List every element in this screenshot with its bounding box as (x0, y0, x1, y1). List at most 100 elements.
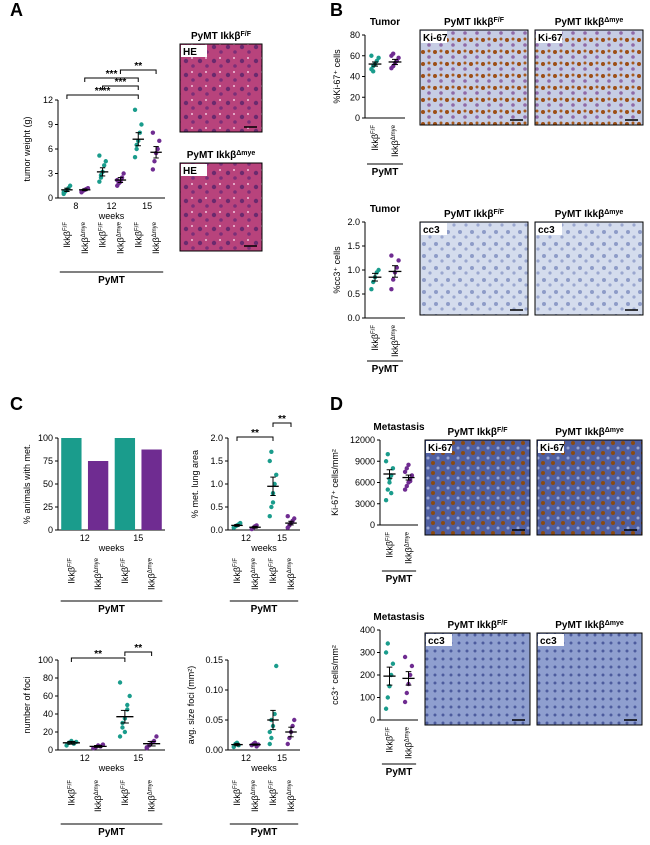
group-label-main: Ikkβ (62, 231, 72, 248)
data-point (97, 153, 102, 158)
sem-bar (147, 740, 156, 747)
data-point (157, 138, 162, 144)
micrograph (424, 632, 531, 726)
group-label-sup: F/F (67, 780, 73, 789)
group-axis-label: PyMT (372, 167, 399, 178)
data-point (385, 695, 390, 700)
group-label-sup: F/F (371, 325, 377, 334)
data-point (385, 451, 390, 457)
data-point (67, 183, 73, 188)
micrograph-title-sup: Δmye (605, 427, 624, 434)
significance-bracket (124, 651, 153, 656)
group-label-sup: F/F (99, 222, 105, 231)
significance-bracket (119, 69, 157, 74)
data-point (274, 472, 279, 477)
data-point (267, 741, 272, 747)
group-label-sup: F/F (134, 222, 140, 231)
group-label-sup: Δmye (391, 124, 397, 140)
group-label-main: Ikkβ (232, 567, 242, 584)
sem-bar (120, 709, 129, 724)
group-label-main: Ikkβ (151, 237, 161, 254)
group-label-main: Ikkβ (390, 340, 400, 357)
y-tick-label: 0 (370, 715, 375, 725)
group-label-main: Ikkβ (390, 140, 400, 157)
significance-label: ** (278, 414, 286, 425)
group-label: IkkβF/F (268, 780, 278, 806)
micrograph (534, 29, 644, 126)
micrograph-title-sup: F/F (497, 427, 508, 434)
micrograph-tag: Ki-67 (538, 33, 563, 44)
sem-bar (270, 476, 276, 496)
y-tick-label: 40 (43, 709, 53, 719)
y-tick-label: 75 (43, 456, 53, 466)
data-point (404, 466, 409, 471)
data-point (139, 122, 144, 127)
chart-title: Metastasis (373, 422, 425, 433)
group-label-main: Ikkβ (370, 134, 380, 151)
data-point (154, 734, 159, 739)
y-axis-label: % met. lung area (190, 450, 200, 518)
group-label-sup: Δmye (251, 779, 257, 795)
week-label: 12 (80, 753, 90, 763)
group-label-sup: Δmye (287, 557, 293, 573)
y-tick-label: 60 (43, 691, 53, 701)
group-label-main: Ikkβ (120, 567, 130, 584)
data-point (371, 69, 376, 74)
group-label-main: Ikkβ (98, 231, 108, 248)
week-label: 12 (106, 201, 116, 211)
data-point (385, 641, 390, 646)
sem-bar (82, 188, 88, 192)
sem-bar (64, 187, 70, 192)
data-point (150, 130, 156, 135)
data-point (369, 287, 374, 292)
y-tick-label: 80 (43, 673, 53, 683)
group-label-main: Ikkβ (404, 742, 414, 759)
data-point (61, 190, 66, 195)
group-label-sup: Δmye (287, 779, 293, 795)
data-point (274, 663, 279, 669)
data-point (387, 480, 392, 485)
micrograph-title-main: PyMT Ikkβ (555, 620, 604, 631)
data-point (269, 504, 274, 510)
data-point (269, 735, 274, 741)
y-tick-label: 50 (43, 479, 53, 489)
data-point (376, 267, 381, 273)
data-point (369, 53, 374, 58)
group-label: IkkβF/F (120, 780, 130, 806)
week-label: 12 (241, 753, 251, 763)
sem-bar (288, 520, 294, 526)
x-axis-label: weeks (98, 543, 125, 553)
micrograph-title: PyMT IkkβF/F (444, 209, 505, 221)
group-label: IkkβΔmye (390, 324, 400, 357)
data-point (117, 680, 123, 685)
sem-bar (392, 58, 398, 66)
chart-title: Metastasis (373, 612, 425, 623)
group-label-main: Ikkβ (232, 789, 242, 806)
sem-bar (288, 726, 294, 738)
data-point (152, 159, 157, 164)
micrograph-title: PyMT IkkβF/F (444, 17, 505, 29)
x-axis-label: weeks (250, 543, 277, 553)
y-axis-label: avg. size foci (mm²) (186, 666, 196, 745)
panel-label: B (330, 0, 343, 20)
micrograph-title: PyMT IkkβF/F (191, 31, 252, 43)
group-label-main: Ikkβ (66, 567, 76, 584)
group-label-sup: F/F (233, 780, 239, 789)
group-label-main: Ikkβ (66, 789, 76, 806)
data-point (383, 650, 389, 655)
bar (114, 438, 136, 530)
micrograph (536, 632, 643, 726)
group-label-main: Ikkβ (120, 789, 130, 806)
group-label: IkkβΔmye (93, 557, 103, 590)
y-tick-label: 400 (360, 625, 375, 635)
group-label: IkkβF/F (62, 222, 72, 248)
micrograph-title-sup: Δmye (605, 620, 624, 627)
panel-label: A (10, 0, 23, 20)
micrograph (534, 221, 644, 316)
micrograph-title-sup: Δmye (236, 150, 255, 157)
micrograph-title-sup: Δmye (604, 17, 623, 24)
group-label-sup: F/F (67, 558, 73, 567)
y-tick-label: 40 (350, 72, 360, 82)
